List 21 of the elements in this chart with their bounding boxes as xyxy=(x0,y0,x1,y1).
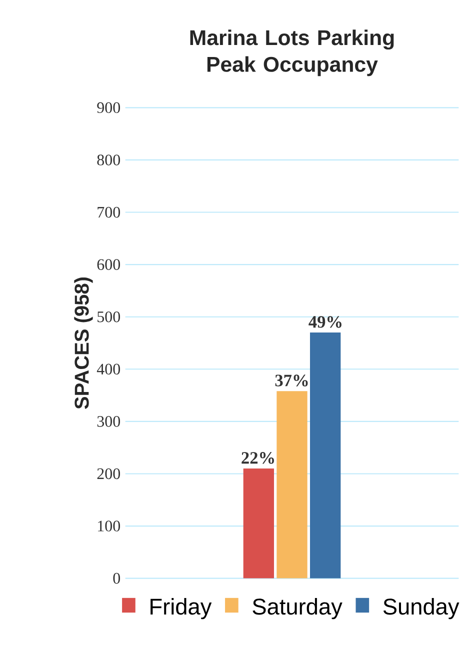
bar xyxy=(310,332,341,578)
y-tick-label: 400 xyxy=(96,364,120,375)
y-tick-label: 300 xyxy=(97,416,120,427)
y-tick-label: 500 xyxy=(98,311,120,322)
chart-title: Marina Lots Parking Peak Occupancy xyxy=(190,30,394,76)
annotation: 22% xyxy=(242,452,274,464)
legend-label: Friday xyxy=(150,598,212,620)
y-tick-label: 600 xyxy=(97,259,120,270)
annotation: 37% xyxy=(275,374,308,386)
legend-label: Sunday xyxy=(383,598,460,620)
y-axis-title: SPACES (958) xyxy=(74,278,93,409)
legend-label: Saturday xyxy=(252,598,342,620)
bar xyxy=(276,391,308,578)
y-tick-label: 700 xyxy=(98,206,120,218)
annotation: 49% xyxy=(308,316,342,328)
bar xyxy=(243,468,274,578)
y-tick-label: 900 xyxy=(97,102,120,114)
y-tick-label: 100 xyxy=(98,520,120,532)
y-tick-label: 800 xyxy=(97,154,120,166)
y-tick-label: 0 xyxy=(113,572,120,584)
y-tick-label: 200 xyxy=(97,468,120,480)
